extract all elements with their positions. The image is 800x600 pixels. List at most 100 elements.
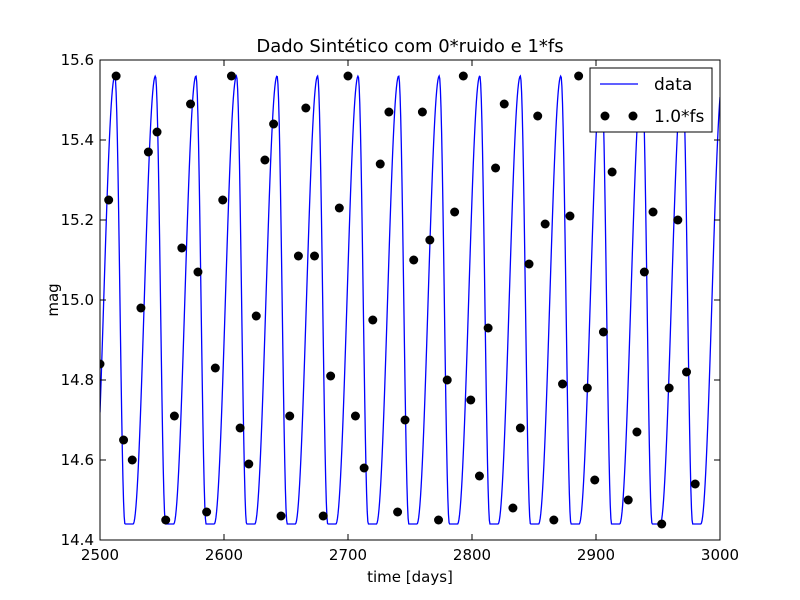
data-point bbox=[119, 435, 129, 445]
data-point bbox=[260, 155, 270, 165]
data-point bbox=[508, 503, 518, 513]
y-tick-label: 14.4 bbox=[61, 531, 94, 549]
data-point bbox=[598, 327, 608, 337]
data-point bbox=[623, 495, 633, 505]
data-point bbox=[466, 395, 476, 405]
data-point bbox=[533, 111, 543, 121]
data-point bbox=[558, 379, 568, 389]
legend-box bbox=[589, 67, 713, 133]
data-point bbox=[540, 219, 550, 229]
data-point bbox=[450, 207, 460, 217]
data-point bbox=[409, 255, 419, 265]
y-tick-label: 15.0 bbox=[61, 291, 94, 309]
data-point bbox=[104, 195, 114, 205]
data-point bbox=[350, 411, 360, 421]
data-point bbox=[202, 507, 212, 517]
y-tick-label: 15.6 bbox=[61, 51, 94, 69]
data-point bbox=[318, 511, 328, 521]
y-tick-label: 14.8 bbox=[61, 371, 94, 389]
data-point bbox=[193, 267, 203, 277]
data-point bbox=[425, 235, 435, 245]
data-point bbox=[673, 215, 683, 225]
data-point bbox=[565, 211, 575, 221]
legend-marker-dot bbox=[628, 111, 638, 121]
data-point bbox=[111, 71, 121, 81]
data-point bbox=[442, 375, 452, 385]
data-point bbox=[127, 455, 137, 465]
data-point bbox=[632, 427, 642, 437]
data-point bbox=[251, 311, 261, 321]
data-point bbox=[100, 359, 105, 369]
data-point bbox=[375, 159, 385, 169]
data-point bbox=[226, 71, 236, 81]
data-point bbox=[359, 463, 369, 473]
data-point bbox=[210, 363, 220, 373]
data-point bbox=[368, 315, 378, 325]
data-point bbox=[400, 415, 410, 425]
legend-entry-data: data bbox=[654, 75, 692, 95]
x-tick-label: 2700 bbox=[329, 546, 367, 564]
axis-ticks: 2500 2600 2700 2800 2900 3000 14.4 14.6 14.8 15.0… bbox=[61, 51, 740, 564]
series-line-data bbox=[100, 74, 720, 525]
data-point bbox=[276, 511, 286, 521]
data-point bbox=[218, 195, 228, 205]
x-axis-label: time [days] bbox=[367, 568, 453, 586]
data-point bbox=[293, 251, 303, 261]
legend: data 1.0*fs bbox=[589, 67, 713, 133]
legend-entry-fs: 1.0*fs bbox=[654, 107, 705, 127]
data-point bbox=[434, 515, 444, 525]
legend-marker-dot bbox=[600, 111, 610, 121]
data-point bbox=[582, 383, 592, 393]
data-point bbox=[326, 371, 336, 381]
data-point bbox=[491, 163, 501, 173]
x-tick-label: 2500 bbox=[81, 546, 119, 564]
chart-title: Dado Sintético com 0*ruido e 1*fs bbox=[256, 36, 563, 57]
data-point bbox=[235, 423, 245, 433]
data-point bbox=[682, 367, 692, 377]
data-point bbox=[639, 267, 649, 277]
data-point bbox=[301, 103, 311, 113]
y-tick-label: 15.2 bbox=[61, 211, 94, 229]
data-point bbox=[393, 507, 403, 517]
data-point bbox=[648, 207, 658, 217]
data-point bbox=[474, 471, 484, 481]
y-tick-label: 14.6 bbox=[61, 451, 94, 469]
data-point bbox=[152, 127, 162, 137]
data-point bbox=[499, 99, 509, 109]
data-point bbox=[549, 515, 559, 525]
data-point bbox=[143, 147, 153, 157]
y-axis-label: mag bbox=[44, 283, 62, 316]
data-point bbox=[136, 303, 146, 313]
x-tick-label: 2900 bbox=[577, 546, 615, 564]
x-tick-label: 2800 bbox=[453, 546, 491, 564]
data-point bbox=[169, 411, 179, 421]
data-point bbox=[285, 411, 295, 421]
data-point bbox=[515, 423, 525, 433]
x-tick-label: 2600 bbox=[205, 546, 243, 564]
data-point bbox=[186, 99, 196, 109]
data-point bbox=[607, 167, 617, 177]
data-point bbox=[269, 119, 279, 129]
data-point bbox=[590, 475, 600, 485]
y-tick-label: 15.4 bbox=[61, 131, 94, 149]
data-point bbox=[657, 519, 667, 529]
x-tick-label: 3000 bbox=[701, 546, 739, 564]
data-point bbox=[458, 71, 468, 81]
data-point bbox=[483, 323, 493, 333]
plot-area bbox=[100, 71, 720, 529]
data-point bbox=[244, 459, 254, 469]
data-point bbox=[417, 107, 427, 117]
data-point bbox=[343, 71, 353, 81]
data-point bbox=[334, 203, 344, 213]
data-point bbox=[690, 479, 700, 489]
data-point bbox=[664, 383, 674, 393]
axes-frame bbox=[99, 59, 721, 541]
data-point bbox=[177, 243, 187, 253]
data-point bbox=[384, 107, 394, 117]
data-point bbox=[310, 251, 320, 261]
data-point bbox=[574, 71, 584, 81]
data-point bbox=[161, 515, 171, 525]
data-point bbox=[524, 259, 534, 269]
